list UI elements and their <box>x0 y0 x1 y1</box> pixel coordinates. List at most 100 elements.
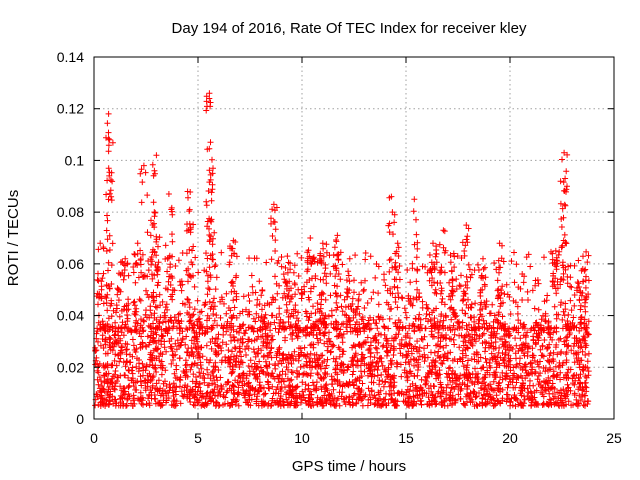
data-point <box>492 369 499 376</box>
data-point <box>557 362 563 369</box>
data-point <box>438 264 445 271</box>
data-point <box>391 382 398 389</box>
data-point <box>94 391 101 398</box>
data-point <box>379 362 386 369</box>
data-point <box>187 386 194 393</box>
data-point <box>138 316 144 323</box>
data-point <box>511 325 518 332</box>
data-point <box>488 332 495 339</box>
data-point <box>276 357 283 364</box>
data-point <box>524 288 531 295</box>
data-point <box>315 371 322 378</box>
data-point <box>313 379 320 386</box>
data-point <box>254 296 261 303</box>
data-point <box>317 363 324 370</box>
data-point <box>571 292 578 298</box>
data-point <box>529 366 536 373</box>
data-point <box>436 343 443 350</box>
data-point <box>130 299 137 306</box>
data-point <box>458 272 464 279</box>
data-point <box>124 318 131 325</box>
data-point <box>169 238 176 245</box>
data-point <box>100 372 107 379</box>
data-point <box>487 364 494 371</box>
data-point <box>292 302 299 309</box>
data-point <box>221 300 227 307</box>
data-point <box>137 257 144 264</box>
data-point <box>293 315 300 322</box>
data-point <box>489 301 496 308</box>
data-point <box>374 372 381 379</box>
data-point <box>140 364 147 371</box>
data-point <box>184 361 190 368</box>
data-point <box>206 298 213 305</box>
data-point <box>109 178 116 185</box>
data-point <box>145 267 152 274</box>
data-point <box>417 316 424 323</box>
data-point <box>455 391 462 398</box>
data-point <box>440 325 447 332</box>
data-point <box>226 259 233 266</box>
data-point <box>560 270 567 277</box>
data-point <box>297 345 304 352</box>
data-point <box>539 391 546 398</box>
data-point <box>582 340 589 347</box>
data-point <box>479 332 486 338</box>
data-point <box>329 341 335 348</box>
data-point <box>374 358 381 365</box>
data-point <box>530 352 537 359</box>
data-point <box>546 341 553 348</box>
data-point <box>225 305 232 311</box>
data-point <box>380 342 387 349</box>
data-point <box>375 263 382 270</box>
data-point <box>453 286 460 292</box>
data-point <box>358 279 365 286</box>
data-point <box>554 351 561 358</box>
data-point <box>189 247 195 254</box>
data-point <box>549 336 556 343</box>
data-point <box>266 385 273 392</box>
data-point <box>124 395 131 402</box>
data-point <box>171 370 178 377</box>
data-point <box>585 331 592 338</box>
data-point <box>144 291 151 298</box>
data-point <box>557 350 564 357</box>
data-point <box>454 319 461 325</box>
data-point <box>404 352 411 359</box>
data-point <box>206 264 213 271</box>
data-point <box>349 402 356 409</box>
data-point <box>271 319 278 326</box>
data-point <box>456 282 463 289</box>
data-point <box>383 337 390 344</box>
data-point <box>108 197 115 204</box>
data-point <box>549 278 556 285</box>
data-point <box>97 240 104 247</box>
data-point <box>228 399 235 406</box>
data-point <box>564 318 571 324</box>
data-point <box>520 341 527 348</box>
data-point <box>361 305 368 311</box>
data-point <box>342 304 349 311</box>
data-point <box>281 324 288 331</box>
data-point <box>184 373 191 380</box>
data-point <box>491 402 498 409</box>
data-point <box>477 311 484 318</box>
data-point <box>335 256 342 263</box>
data-point <box>428 282 435 289</box>
data-point <box>451 341 458 348</box>
data-point <box>498 287 505 294</box>
data-point <box>447 259 454 266</box>
data-point <box>414 348 421 355</box>
data-point <box>435 329 442 336</box>
data-point <box>433 375 440 382</box>
data-point <box>288 310 295 317</box>
data-point <box>104 307 111 314</box>
data-point <box>277 403 284 409</box>
data-point <box>469 370 476 377</box>
data-point <box>151 167 158 174</box>
data-point <box>178 287 185 294</box>
data-point <box>469 342 476 349</box>
data-point <box>138 400 145 407</box>
data-point <box>155 279 162 286</box>
data-point <box>177 400 184 407</box>
